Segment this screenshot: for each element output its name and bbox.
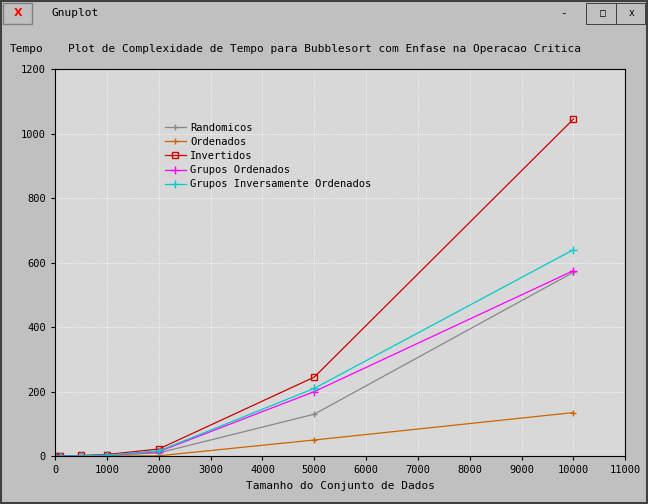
FancyBboxPatch shape (586, 3, 616, 24)
Grupos Ordenados (56, 453, 64, 459)
Text: x: x (629, 8, 635, 18)
Grupos Inversamente Ordenados (77, 453, 85, 459)
Line: Invertidos: Invertidos (52, 116, 576, 459)
Randomicos (77, 453, 85, 459)
Randomicos (155, 450, 163, 456)
Grupos Ordenados (77, 453, 85, 459)
Text: □: □ (599, 8, 606, 18)
Invertidos (56, 453, 64, 459)
Invertidos (103, 452, 111, 458)
Ordenados (103, 453, 111, 459)
Line: Ordenados: Ordenados (52, 409, 577, 460)
Grupos Ordenados (310, 389, 318, 395)
Randomicos (51, 453, 59, 459)
Line: Randomicos: Randomicos (52, 269, 577, 460)
Text: Gnuplot: Gnuplot (52, 8, 99, 18)
Randomicos (310, 411, 318, 417)
Invertidos (51, 453, 59, 459)
FancyBboxPatch shape (616, 3, 645, 24)
Grupos Ordenados (51, 453, 59, 459)
Ordenados (155, 453, 163, 459)
Grupos Ordenados (103, 452, 111, 458)
Line: Grupos Inversamente Ordenados: Grupos Inversamente Ordenados (51, 245, 577, 460)
Ordenados (56, 453, 64, 459)
FancyBboxPatch shape (3, 3, 32, 24)
Invertidos (77, 453, 85, 459)
Grupos Inversamente Ordenados (155, 448, 163, 454)
Invertidos (310, 374, 318, 380)
Ordenados (77, 453, 85, 459)
Randomicos (103, 453, 111, 459)
Text: Plot de Complexidade de Tempo para Bubblesort com Enfase na Operacao Critica: Plot de Complexidade de Tempo para Bubbl… (67, 44, 581, 54)
Invertidos (155, 446, 163, 452)
Ordenados (310, 437, 318, 443)
Text: Tempo: Tempo (10, 44, 43, 54)
X-axis label: Tamanho do Conjunto de Dados: Tamanho do Conjunto de Dados (246, 481, 435, 491)
Text: X: X (14, 8, 23, 18)
Grupos Inversamente Ordenados (570, 246, 577, 253)
Legend: Randomicos, Ordenados, Invertidos, Grupos Ordenados, Grupos Inversamente Ordenad: Randomicos, Ordenados, Invertidos, Grupo… (163, 120, 373, 192)
Ordenados (51, 453, 59, 459)
Randomicos (570, 269, 577, 275)
Grupos Inversamente Ordenados (103, 452, 111, 458)
Grupos Ordenados (155, 449, 163, 455)
Grupos Inversamente Ordenados (51, 453, 59, 459)
Grupos Ordenados (570, 268, 577, 274)
Ordenados (570, 410, 577, 416)
Grupos Inversamente Ordenados (310, 386, 318, 392)
Invertidos (570, 116, 577, 122)
Text: -: - (561, 8, 567, 18)
Randomicos (56, 453, 64, 459)
Line: Grupos Ordenados: Grupos Ordenados (51, 267, 577, 460)
Grupos Inversamente Ordenados (56, 453, 64, 459)
